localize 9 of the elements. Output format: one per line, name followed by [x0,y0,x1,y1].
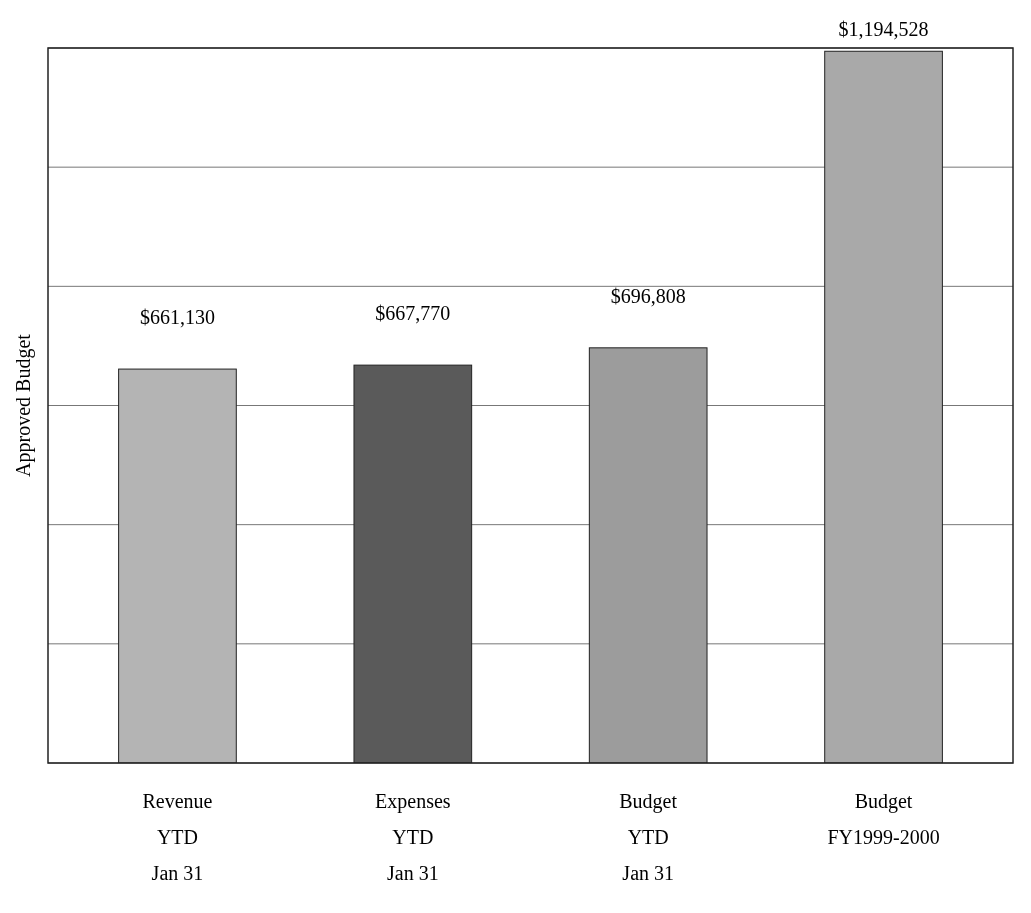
data-label: $696,808 [610,284,686,307]
x-tick-label: Budget YTD Jan 31 [619,790,678,884]
x-tick-label: Expenses YTD Jan 31 [375,790,451,884]
x-tick-label: Revenue YTD Jan 31 [142,790,213,884]
data-label: $661,130 [139,306,215,329]
data-label: $1,194,528 [838,18,929,40]
x-tick-label: Budget FY1999-2000 [827,790,940,848]
data-label: $667,770 [375,302,451,325]
y-axis-title: Approved Budget [12,333,35,477]
